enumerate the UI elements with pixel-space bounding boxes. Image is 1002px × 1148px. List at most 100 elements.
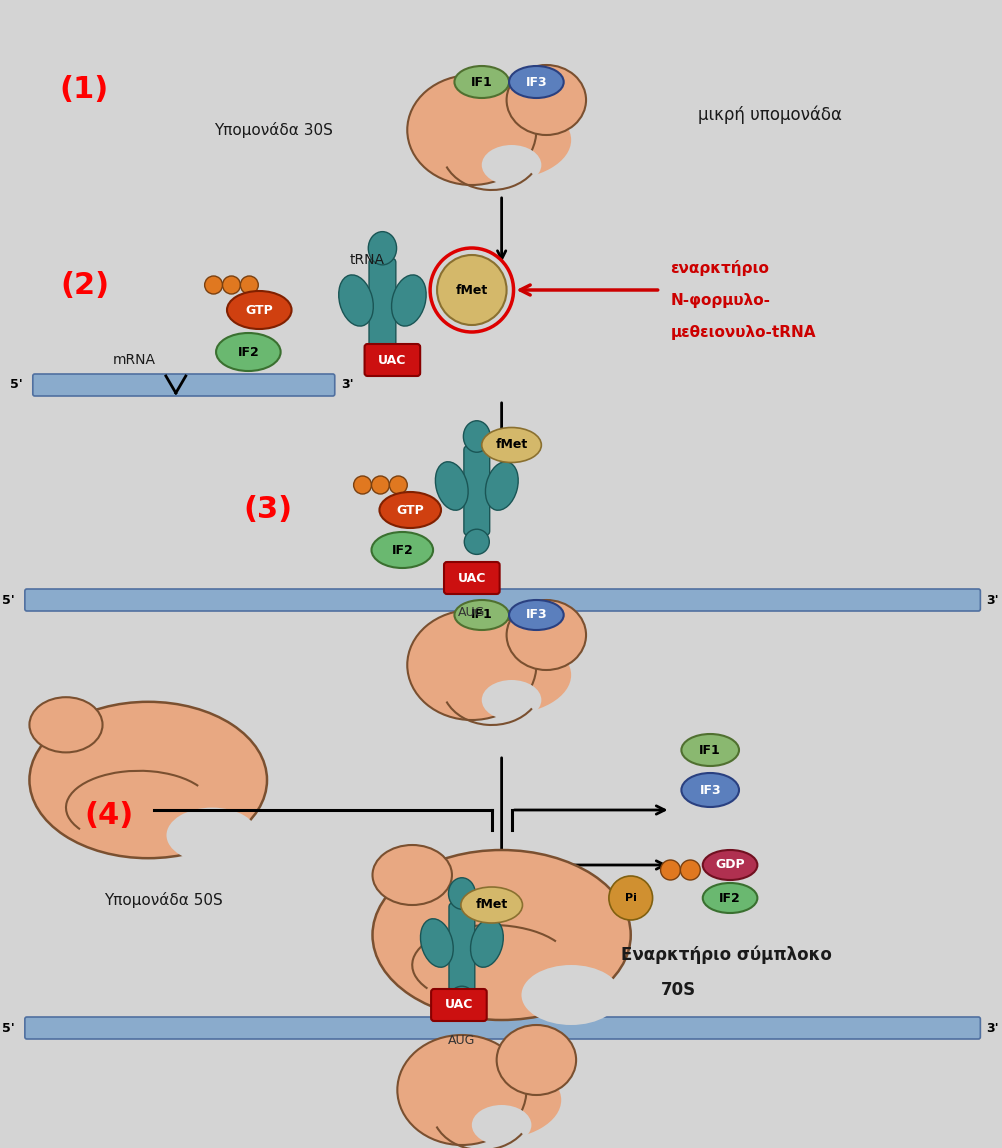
Text: (1): (1) [60, 76, 109, 104]
Ellipse shape [681, 734, 739, 766]
Text: 70S: 70S [660, 982, 695, 999]
Ellipse shape [227, 290, 292, 329]
Circle shape [437, 255, 507, 325]
Ellipse shape [29, 697, 102, 752]
Text: 5': 5' [2, 1022, 15, 1034]
Text: Pi: Pi [625, 893, 636, 903]
Text: 3': 3' [341, 379, 354, 391]
Circle shape [680, 860, 700, 881]
Ellipse shape [509, 600, 564, 630]
Ellipse shape [422, 1060, 561, 1140]
Ellipse shape [702, 883, 758, 913]
Ellipse shape [681, 773, 739, 807]
Ellipse shape [432, 100, 571, 180]
Text: Υπομονάδα 30S: Υπομονάδα 30S [213, 122, 333, 138]
Text: 3': 3' [986, 594, 999, 606]
Text: IF1: IF1 [471, 608, 493, 621]
Text: IF3: IF3 [526, 608, 547, 621]
Ellipse shape [482, 145, 541, 185]
Ellipse shape [373, 845, 452, 905]
Text: 5': 5' [10, 379, 23, 391]
Text: Εναρκτήριο σύμπλοκο: Εναρκτήριο σύμπλοκο [621, 946, 832, 964]
Ellipse shape [339, 274, 374, 326]
Text: IF3: IF3 [699, 783, 721, 797]
Text: IF3: IF3 [526, 76, 547, 88]
Text: fMet: fMet [456, 284, 488, 296]
Text: εναρκτήριο: εναρκτήριο [670, 259, 770, 276]
Text: (4): (4) [84, 800, 133, 830]
Text: GDP: GDP [715, 859, 744, 871]
FancyBboxPatch shape [369, 258, 396, 352]
Ellipse shape [369, 232, 397, 265]
Ellipse shape [461, 887, 522, 923]
Text: tRNA: tRNA [350, 253, 385, 267]
Ellipse shape [507, 65, 586, 135]
Ellipse shape [497, 1025, 576, 1095]
Text: fMet: fMet [495, 439, 528, 451]
FancyBboxPatch shape [431, 988, 487, 1021]
Ellipse shape [421, 918, 453, 968]
Ellipse shape [485, 461, 518, 510]
Text: mRNA: mRNA [112, 352, 155, 367]
Text: μικρή υπομονάδα: μικρή υπομονάδα [697, 106, 842, 124]
Ellipse shape [392, 274, 426, 326]
Circle shape [390, 476, 407, 494]
Text: (3): (3) [243, 496, 293, 525]
Ellipse shape [449, 878, 475, 909]
Circle shape [222, 276, 240, 294]
FancyBboxPatch shape [25, 589, 980, 611]
Circle shape [204, 276, 222, 294]
Text: Υπομονάδα 50S: Υπομονάδα 50S [104, 892, 223, 908]
Text: AUG: AUG [458, 605, 486, 619]
Ellipse shape [372, 532, 433, 568]
Ellipse shape [509, 65, 564, 98]
Ellipse shape [373, 850, 630, 1021]
FancyBboxPatch shape [449, 903, 475, 992]
Text: μεθειονυλο-tRNA: μεθειονυλο-tRNA [670, 325, 816, 340]
Circle shape [660, 860, 680, 881]
Ellipse shape [216, 333, 281, 371]
Circle shape [354, 476, 372, 494]
Text: (2): (2) [60, 271, 109, 300]
Text: AUG: AUG [448, 1033, 476, 1047]
Ellipse shape [463, 421, 490, 452]
Circle shape [372, 476, 390, 494]
Ellipse shape [432, 635, 571, 715]
Ellipse shape [398, 1035, 526, 1145]
Circle shape [609, 876, 652, 920]
Text: 5': 5' [2, 594, 15, 606]
Ellipse shape [455, 600, 509, 630]
Ellipse shape [449, 986, 474, 1011]
Text: GTP: GTP [245, 303, 274, 317]
Ellipse shape [472, 1106, 531, 1145]
Ellipse shape [369, 346, 396, 373]
Text: 3': 3' [986, 1022, 999, 1034]
FancyBboxPatch shape [464, 447, 490, 535]
Ellipse shape [166, 807, 258, 863]
Ellipse shape [435, 461, 468, 510]
Text: IF2: IF2 [719, 892, 740, 905]
FancyBboxPatch shape [33, 374, 335, 396]
Text: GTP: GTP [397, 504, 424, 517]
Text: Ν-φορμυλο-: Ν-φορμυλο- [670, 293, 771, 308]
Text: IF2: IF2 [392, 543, 413, 557]
Ellipse shape [482, 680, 541, 720]
Ellipse shape [521, 965, 621, 1025]
Text: UAC: UAC [445, 999, 473, 1011]
Text: UAC: UAC [378, 354, 407, 366]
Ellipse shape [464, 529, 489, 554]
Ellipse shape [407, 610, 536, 720]
Text: IF1: IF1 [471, 76, 493, 88]
Ellipse shape [407, 75, 536, 185]
Ellipse shape [482, 427, 541, 463]
Ellipse shape [471, 918, 503, 968]
Text: IF2: IF2 [237, 346, 260, 358]
FancyBboxPatch shape [444, 563, 500, 594]
FancyBboxPatch shape [25, 1017, 980, 1039]
Ellipse shape [507, 600, 586, 670]
Ellipse shape [455, 65, 509, 98]
Text: IF1: IF1 [699, 744, 721, 757]
Text: UAC: UAC [458, 572, 486, 584]
Circle shape [240, 276, 259, 294]
Ellipse shape [29, 701, 267, 859]
